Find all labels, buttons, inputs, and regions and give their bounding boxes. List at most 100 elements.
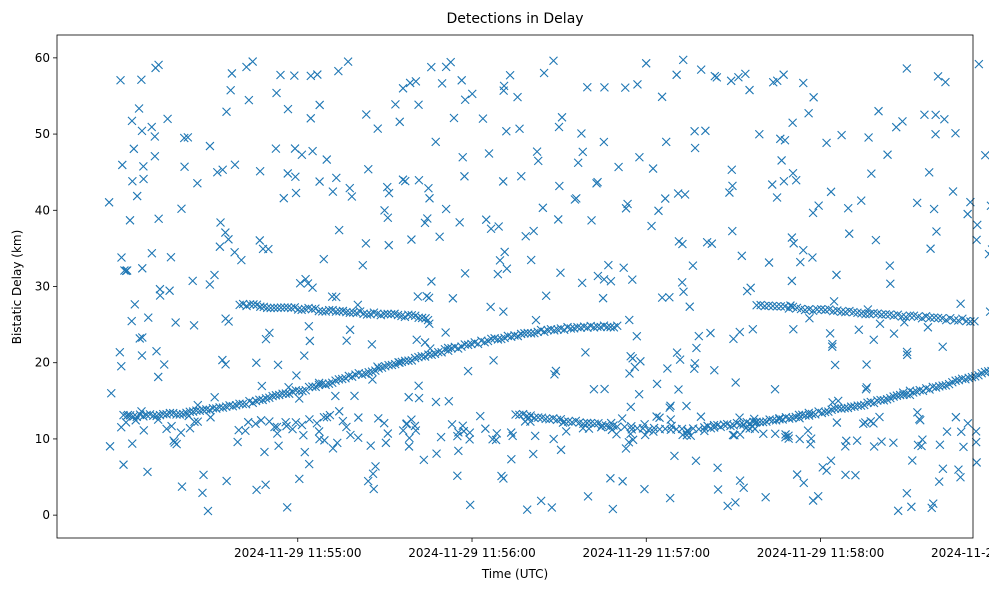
detection-point	[125, 215, 135, 225]
y-tick-label: 10	[35, 432, 50, 446]
detection-point	[672, 348, 682, 358]
detection-point	[799, 478, 809, 488]
detection-point	[143, 313, 153, 323]
detection-point	[222, 107, 231, 117]
detection-point	[898, 388, 908, 397]
detection-point	[959, 442, 968, 452]
detection-point	[117, 160, 127, 170]
detection-point	[829, 296, 839, 306]
detection-point	[627, 275, 637, 284]
detection-point	[740, 69, 750, 79]
detection-point	[674, 385, 683, 394]
detection-point	[877, 310, 887, 319]
detection-point	[414, 381, 424, 391]
detection-point	[963, 419, 973, 428]
detection-point	[974, 59, 984, 69]
detection-point	[127, 439, 137, 448]
detection-point	[806, 439, 815, 449]
detection-point	[889, 329, 899, 338]
detection-point	[520, 328, 529, 338]
detection-point	[779, 176, 789, 186]
detection-point	[914, 414, 924, 424]
detection-point	[283, 303, 293, 312]
detection-point	[640, 430, 650, 440]
detection-point	[273, 303, 282, 313]
detection-point	[224, 234, 233, 244]
detection-point	[294, 394, 304, 403]
detection-point	[963, 209, 973, 219]
detection-point	[863, 305, 873, 314]
detection-point	[453, 446, 463, 456]
detection-point	[514, 410, 524, 420]
detection-point	[670, 451, 679, 461]
detection-point	[397, 311, 406, 321]
detection-point	[798, 245, 808, 255]
detection-point	[924, 167, 934, 177]
detection-point	[558, 418, 568, 428]
detection-point	[618, 476, 628, 486]
detection-point	[424, 293, 434, 303]
detection-point	[488, 434, 497, 444]
detection-point	[837, 130, 847, 140]
detection-point	[154, 214, 164, 224]
detection-point	[577, 278, 587, 288]
detection-point	[373, 124, 383, 133]
detection-point	[685, 302, 695, 312]
detection-point	[206, 412, 215, 422]
detection-point	[628, 435, 638, 445]
detection-point	[625, 369, 634, 378]
detection-point	[706, 328, 715, 338]
detection-point	[820, 305, 830, 315]
detection-point	[478, 114, 488, 124]
detection-point	[198, 488, 207, 498]
detection-point	[179, 133, 189, 143]
detection-point	[304, 382, 314, 392]
detection-point	[971, 427, 981, 436]
detection-point	[414, 393, 424, 403]
detection-point	[702, 237, 712, 247]
detection-point	[234, 425, 244, 435]
detection-point	[297, 150, 307, 160]
detection-point	[147, 248, 157, 258]
detection-point	[586, 418, 596, 428]
detection-point	[866, 169, 876, 178]
detection-point	[420, 218, 430, 228]
detection-point	[435, 232, 445, 242]
detection-point	[276, 70, 285, 80]
detection-point	[925, 313, 935, 322]
detection-point	[414, 313, 424, 323]
detection-point	[499, 81, 509, 91]
detection-point	[523, 328, 533, 338]
detection-point	[291, 188, 301, 198]
detection-point	[689, 364, 699, 374]
detection-point	[662, 364, 672, 373]
detection-point	[516, 171, 526, 181]
detection-point	[764, 258, 774, 267]
detection-point	[563, 417, 573, 426]
detection-point	[481, 215, 491, 225]
detection-point	[784, 414, 794, 423]
detection-point	[949, 315, 959, 325]
detection-point	[431, 397, 441, 407]
detection-point	[726, 76, 736, 86]
detection-point	[137, 126, 147, 136]
detection-point	[453, 427, 463, 437]
detection-point	[599, 137, 609, 147]
detection-point	[648, 427, 658, 436]
detection-point	[363, 164, 373, 174]
detection-point	[526, 255, 536, 265]
detection-point	[192, 178, 202, 188]
detection-point	[735, 420, 745, 429]
detection-point	[682, 430, 692, 440]
detection-point	[121, 266, 131, 276]
detection-point	[203, 506, 213, 516]
detection-point	[906, 502, 916, 512]
detection-point	[768, 301, 778, 311]
detection-point	[261, 334, 271, 344]
detection-point	[843, 203, 853, 213]
detection-point	[758, 417, 768, 427]
detection-point	[856, 196, 866, 205]
detection-point	[725, 188, 734, 197]
detection-point	[777, 156, 786, 165]
detection-point	[188, 276, 198, 286]
